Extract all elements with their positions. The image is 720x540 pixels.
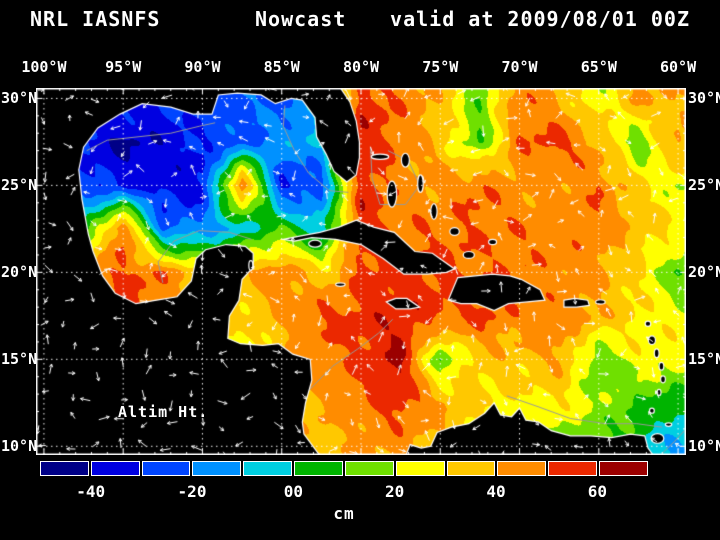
lat-tick-label: 10°N: [1, 437, 38, 456]
lat-tick-label: 10°N: [688, 437, 720, 456]
lat-tick-label: 25°N: [688, 176, 720, 195]
lat-tick-label: 15°N: [688, 350, 720, 369]
lat-tick-label: 15°N: [1, 350, 38, 369]
lat-tick-label: 20°N: [688, 263, 720, 282]
lon-tick-label: 80°W: [342, 58, 380, 76]
colorbar-segment: [395, 461, 445, 476]
colorbar-tick-label: 20: [385, 482, 405, 501]
colorbar-tick-label: 00: [283, 482, 303, 501]
lon-tick-label: 60°W: [660, 58, 697, 76]
lon-tick-label: 95°W: [105, 58, 142, 76]
lon-tick-label: 65°W: [580, 58, 617, 76]
colorbar-segment: [599, 461, 648, 476]
colorbar-unit: cm: [333, 504, 355, 523]
lon-tick-label: 100°W: [21, 58, 67, 76]
colorbar-tick-label: 60: [587, 482, 607, 501]
lat-tick-label: 30°N: [688, 89, 720, 108]
colorbar-segment: [90, 461, 140, 476]
colorbar-tick-label: 40: [486, 482, 506, 501]
heatmap-canvas: [36, 88, 686, 455]
colorbar-segment: [192, 461, 242, 476]
lat-tick-label: 20°N: [1, 263, 38, 282]
title-product: Nowcast: [255, 7, 347, 31]
colorbar-segment: [446, 461, 496, 476]
colorbar-segment: [294, 461, 343, 476]
title-model: NRL IASNFS: [30, 7, 161, 31]
lat-tick-label: 25°N: [1, 176, 38, 195]
title-bar: NRL IASNFS Nowcast valid at 2009/08/01 0…: [30, 7, 690, 33]
colorbar-segment: [141, 461, 191, 476]
lon-tick-label: 75°W: [422, 58, 459, 76]
colorbar-tick-label: -20: [177, 482, 207, 501]
colorbar-segment: [344, 461, 394, 476]
colorbar-segment: [40, 461, 89, 476]
lon-tick-label: 90°W: [184, 58, 221, 76]
colorbar: [40, 461, 648, 476]
lon-tick-label: 70°W: [501, 58, 538, 76]
lon-tick-label: 85°W: [263, 58, 300, 76]
colorbar-segment: [497, 461, 547, 476]
colorbar-labels: -40 -20 00 20 40 60: [0, 482, 720, 501]
field-annotation: Altim Ht.: [118, 403, 209, 421]
colorbar-segment: [243, 461, 293, 476]
lat-tick-label: 30°N: [1, 89, 38, 108]
colorbar-segment: [548, 461, 598, 476]
title-valid-time: valid at 2009/08/01 00Z: [390, 7, 690, 31]
colorbar-tick-label: -40: [76, 482, 106, 501]
